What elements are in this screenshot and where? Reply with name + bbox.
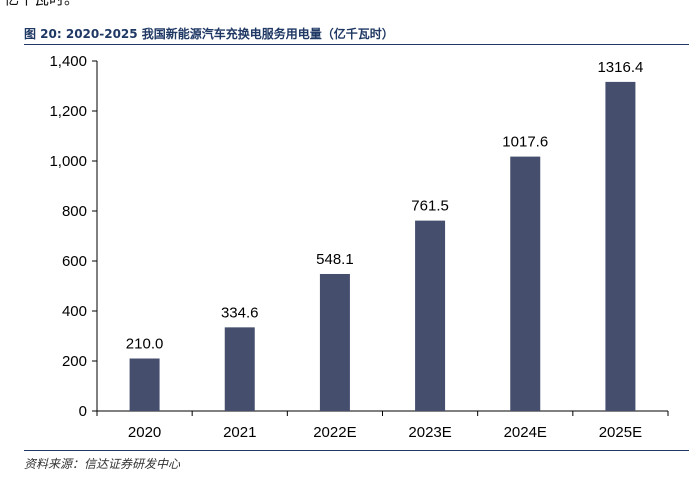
- y-tick-label: 1,400: [49, 53, 87, 70]
- y-tick-label: 1,200: [49, 103, 87, 120]
- bar-2020: [129, 358, 160, 411]
- data-label-2022E: 548.1: [316, 251, 354, 268]
- figure-title: 图 20: 2020-2025 我国新能源汽车充换电服务用电量（亿千瓦时）: [24, 27, 394, 41]
- x-tick-label-2024E: 2024E: [504, 424, 547, 441]
- data-labels: 210.0 334.6 548.1 761.5 1017.6 1316.4: [126, 59, 644, 353]
- data-label-2021: 334.6: [221, 304, 259, 321]
- figure-title-bar: 图 20: 2020-2025 我国新能源汽车充换电服务用电量（亿千瓦时）: [24, 24, 689, 45]
- bar-2021: [224, 327, 255, 411]
- data-label-2023E: 761.5: [411, 198, 449, 215]
- x-tick-label-2023E: 2023E: [408, 424, 451, 441]
- data-label-2025E: 1316.4: [597, 59, 643, 76]
- bar-2023E: [415, 220, 446, 411]
- preceding-text-fragment: 亿千瓦时。: [4, 0, 79, 9]
- y-tick-label: 1,000: [49, 153, 87, 170]
- x-axis: 2020 2021 2022E 2023E 2024E 2025E: [96, 410, 669, 441]
- y-tick-label: 600: [62, 253, 87, 270]
- y-tick-label: 0: [79, 403, 87, 420]
- x-tick-label-2020: 2020: [128, 424, 161, 441]
- source-note: 资料来源：信达证券研发中心: [24, 457, 181, 471]
- bar-2024E: [510, 156, 541, 411]
- source-divider: 资料来源：信达证券研发中心: [24, 450, 689, 471]
- data-label-2024E: 1017.6: [502, 134, 548, 151]
- y-axis: 0 200 400 600 800 1,000 1,200 1,400: [49, 53, 98, 420]
- bars: [129, 81, 636, 412]
- y-tick-label: 400: [62, 303, 87, 320]
- bar-2025E: [605, 81, 636, 412]
- x-tick-label-2025E: 2025E: [599, 424, 642, 441]
- y-tick-label: 800: [62, 203, 87, 220]
- x-tick-label-2022E: 2022E: [313, 424, 356, 441]
- x-tick-label-2021: 2021: [223, 424, 256, 441]
- data-label-2020: 210.0: [126, 336, 164, 353]
- y-tick-label: 200: [62, 353, 87, 370]
- bar-2022E: [319, 273, 350, 411]
